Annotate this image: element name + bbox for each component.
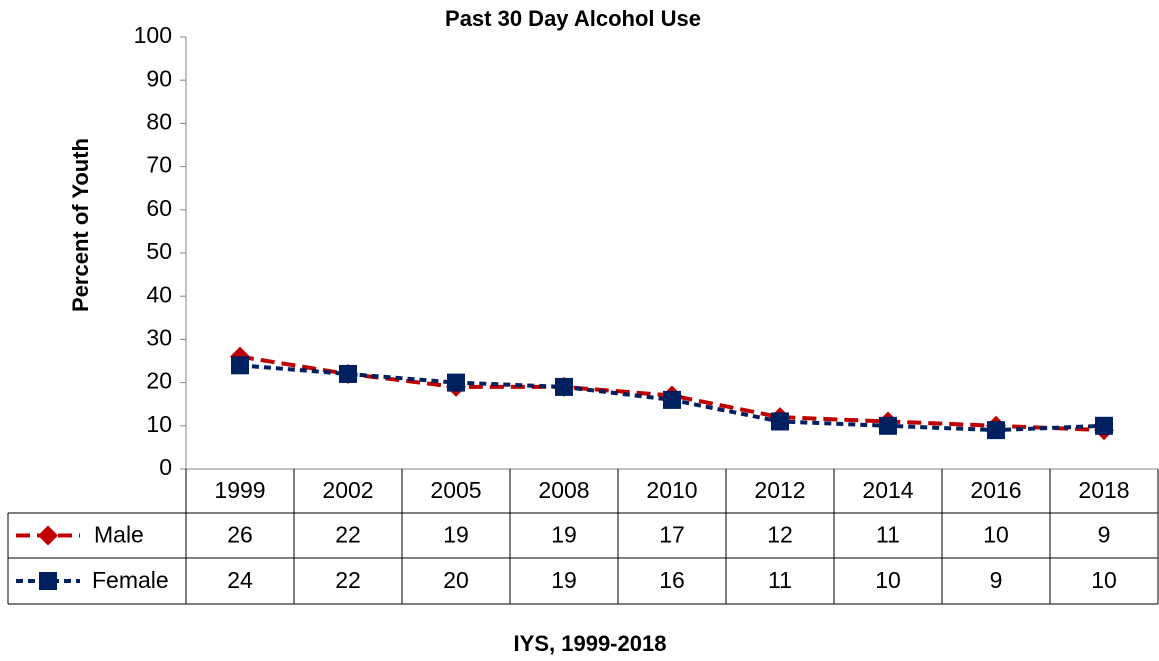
- x-tick-label: 2002: [322, 477, 373, 503]
- series-line: [239, 354, 1105, 433]
- y-tick-label: 0: [159, 454, 172, 480]
- x-tick-label: 1999: [214, 477, 265, 503]
- y-tick-label: 20: [146, 368, 172, 394]
- table-cell: 11: [768, 567, 792, 593]
- y-tick-label: 50: [146, 238, 172, 264]
- x-axis-label: IYS, 1999-2018: [514, 631, 667, 656]
- chart-title: Past 30 Day Alcohol Use: [445, 6, 701, 31]
- marker: [447, 373, 465, 392]
- table-cell: 22: [335, 522, 361, 548]
- table-cell: 12: [767, 522, 793, 548]
- table-cell: 22: [335, 567, 361, 593]
- table-cell: 10: [1091, 567, 1117, 593]
- y-tick-label: 40: [146, 281, 172, 307]
- y-tick-label: 10: [146, 411, 172, 437]
- x-tick-label: 2008: [538, 477, 589, 503]
- table-cell: 26: [227, 522, 253, 548]
- table-cell: 19: [551, 567, 577, 593]
- x-tick-label: 2005: [430, 477, 481, 503]
- table-cell: 19: [443, 522, 469, 548]
- table-cell: 17: [659, 522, 685, 548]
- table-cell: 19: [551, 522, 577, 548]
- x-tick-label: 2010: [646, 477, 697, 503]
- y-tick-label: 60: [146, 195, 172, 221]
- marker: [339, 364, 357, 383]
- y-tick-label: 90: [146, 65, 172, 91]
- x-tick-label: 2018: [1078, 477, 1129, 503]
- table-cell: 9: [1098, 522, 1111, 548]
- legend-label: Male: [94, 522, 144, 548]
- table-cell: 24: [227, 567, 253, 593]
- marker: [555, 377, 573, 396]
- table-cell: 20: [443, 567, 469, 593]
- marker: [231, 356, 249, 375]
- legend-marker: [38, 525, 58, 546]
- legend-label: Female: [92, 567, 169, 593]
- marker: [663, 390, 681, 409]
- y-axis-label: Percent of Youth: [68, 138, 93, 312]
- y-tick-label: 30: [146, 324, 172, 350]
- table-cell: 9: [990, 567, 1003, 593]
- y-tick-label: 70: [146, 152, 172, 178]
- legend-marker: [39, 572, 57, 590]
- table-cell: 10: [875, 567, 901, 593]
- marker: [771, 412, 789, 431]
- table-cell: 10: [983, 522, 1009, 548]
- marker: [879, 416, 897, 435]
- x-tick-label: 2016: [970, 477, 1021, 503]
- y-tick-label: 80: [146, 108, 172, 134]
- marker: [987, 421, 1005, 440]
- y-tick-label: 100: [134, 22, 172, 48]
- table-cell: 16: [659, 567, 685, 593]
- table-cell: 11: [876, 522, 900, 548]
- x-tick-label: 2014: [862, 477, 913, 503]
- x-tick-label: 2012: [754, 477, 805, 503]
- marker: [1095, 416, 1113, 435]
